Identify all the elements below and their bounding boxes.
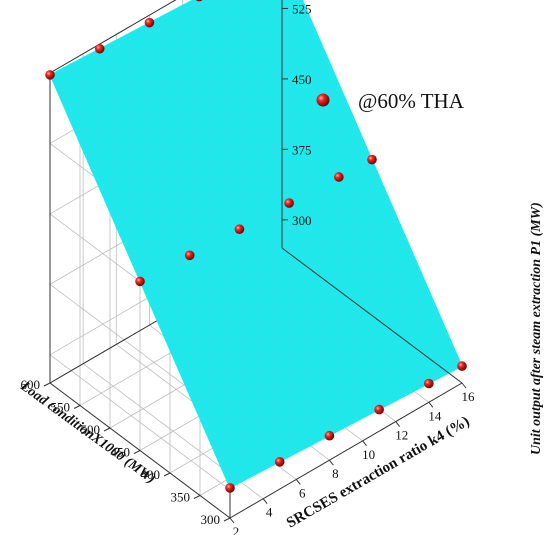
data-point xyxy=(424,378,434,389)
z-tick-label: 375 xyxy=(292,142,312,157)
data-point xyxy=(374,404,384,415)
data-point xyxy=(367,154,377,165)
surface-layer xyxy=(49,0,463,489)
chart-frame xyxy=(229,0,463,519)
y-tick-label: 300 xyxy=(201,512,221,527)
y-tick-label: 600 xyxy=(21,377,41,392)
x-tick-label: 10 xyxy=(362,447,375,462)
y-tick-mark xyxy=(133,450,141,454)
response-surface xyxy=(49,0,463,489)
data-point xyxy=(45,70,55,80)
data-points xyxy=(45,0,467,493)
data-point xyxy=(184,250,195,261)
y-tick-mark xyxy=(103,427,111,432)
x-tick-mark xyxy=(362,440,367,447)
y-tick-mark xyxy=(223,517,231,522)
y-tick-label: 350 xyxy=(171,490,191,505)
y-tick-label: 400 xyxy=(141,467,161,482)
y-tick-mark xyxy=(163,472,171,477)
x-tick-label: 12 xyxy=(395,428,408,443)
x-axis-line xyxy=(229,382,463,519)
y-axis-title: Load conditionX1000 (MW) xyxy=(17,379,158,487)
x-tick-mark xyxy=(295,479,301,485)
x-tick-label: 4 xyxy=(266,505,273,520)
data-point xyxy=(94,43,105,54)
y-axis-ticks: 300 350 400 450 500 550 600 xyxy=(21,377,231,527)
y-tick-label: 450 xyxy=(111,445,131,460)
y-tick-mark xyxy=(193,495,201,499)
x-tick-label: 8 xyxy=(332,466,339,481)
legend: @60% THA xyxy=(316,89,465,113)
data-point xyxy=(334,172,344,182)
data-point xyxy=(284,198,294,208)
z-axis-ticks: 300375450525600 xyxy=(282,1,312,228)
y-tick-label: 500 xyxy=(81,422,101,437)
data-point xyxy=(324,430,335,441)
data-point xyxy=(274,457,285,467)
y-tick-label: 550 xyxy=(51,400,71,415)
x-tick-label: 2 xyxy=(233,524,240,535)
x-tick-mark xyxy=(461,382,467,389)
data-point xyxy=(135,276,145,287)
y-tick-mark xyxy=(43,382,51,387)
z-tick-label: 525 xyxy=(292,1,312,16)
x-tick-mark xyxy=(329,459,334,466)
data-point xyxy=(144,17,155,28)
x-tick-mark xyxy=(428,401,434,408)
x-tick-label: 6 xyxy=(299,485,306,500)
z-grid-left xyxy=(49,354,231,491)
z-axis-title: Unit output after steam extraction P1 (M… xyxy=(529,202,544,455)
x-tick-mark xyxy=(229,517,235,524)
x-tick-mark xyxy=(262,498,268,505)
data-point xyxy=(225,483,235,493)
x-axis-ticks: 2 4 6 8 10 12 14 16 xyxy=(229,382,476,535)
x-tick-mark xyxy=(395,421,401,427)
z-tick-label: 450 xyxy=(292,72,312,87)
x-tick-label: 14 xyxy=(428,408,442,423)
legend-label: @60% THA xyxy=(358,89,465,113)
data-point xyxy=(195,0,203,2)
y-tick-mark xyxy=(73,405,81,409)
frame-edge xyxy=(49,0,177,74)
data-point xyxy=(234,224,245,234)
legend-marker xyxy=(316,93,330,107)
z-tick-label: 300 xyxy=(292,213,312,228)
frame-edge xyxy=(281,247,463,384)
x-tick-label: 16 xyxy=(462,389,476,404)
data-point xyxy=(457,361,467,371)
